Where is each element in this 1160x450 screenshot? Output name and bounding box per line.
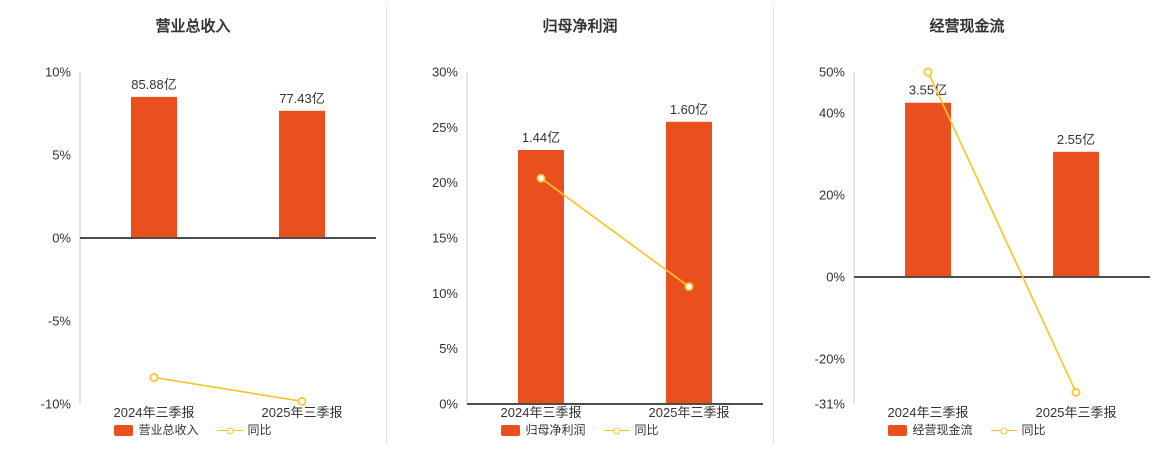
bar-value-label: 1.44亿 (522, 130, 560, 145)
yoy-line[interactable] (153, 376, 303, 403)
yoy-line[interactable] (927, 71, 1077, 393)
yoy-marker[interactable] (684, 282, 694, 292)
y-tick-label: 20% (432, 175, 458, 190)
y-tick-label: -5% (48, 314, 72, 329)
chart-panel-net-profit: 归母净利润 30% 25% 20% 15% 10% 5% 0% 1.44亿 1.60亿 2024年… (387, 0, 773, 450)
bar[interactable] (1053, 151, 1099, 277)
y-tick-label: 40% (819, 105, 845, 120)
bar-value-label: 2.55亿 (1057, 132, 1095, 147)
chart-legend-net-profit: 归母净利润 同比 (387, 422, 773, 450)
yoy-marker[interactable] (1071, 387, 1081, 397)
x-axis-label: 2024年三季报 (114, 405, 195, 420)
y-tick-label: 0% (439, 397, 458, 412)
legend-item-cash-flow-yoy[interactable]: 同比 (990, 423, 1046, 437)
y-tick-label: 25% (432, 120, 458, 135)
y-tick-label: 50% (819, 65, 845, 80)
legend-item-cash-flow-bar[interactable]: 经营现金流 (888, 423, 973, 437)
yoy-marker[interactable] (149, 372, 159, 382)
chart-canvas-cash-flow[interactable]: 50% 40% 20% 0% -20% -31% 3.55亿 2.55亿 2024年三季报 202… (774, 44, 1160, 422)
bar-swatch-icon (888, 425, 908, 436)
yoy-marker[interactable] (297, 396, 307, 406)
y-tick-label: 30% (432, 65, 458, 80)
yoy-marker[interactable] (923, 67, 933, 77)
chart-title-cash-flow: 经营现金流 (929, 17, 1005, 35)
panel-divider (386, 6, 387, 444)
chart-canvas-revenue[interactable]: 10% 5% 0% -5% -10% 85.88亿 77.43亿 2024年三季报 2025年三… (0, 44, 386, 422)
panel-divider (773, 6, 774, 444)
y-tick-label: 10% (432, 286, 458, 301)
y-tick-label: 5% (439, 341, 458, 356)
bar-value-label: 3.55亿 (909, 83, 947, 98)
bar[interactable] (905, 102, 951, 277)
chart-canvas-net-profit[interactable]: 30% 25% 20% 15% 10% 5% 0% 1.44亿 1.60亿 2024年三季报 202… (387, 44, 773, 422)
chart-title-net-profit: 归母净利润 (542, 17, 618, 35)
chart-title-revenue: 营业总收入 (155, 17, 231, 35)
bar[interactable] (279, 110, 325, 238)
yoy-line-icon (603, 426, 630, 436)
y-tick-label: -20% (815, 351, 846, 366)
yoy-line[interactable] (540, 177, 690, 288)
yoy-line-icon (990, 426, 1017, 436)
legend-item-revenue-yoy[interactable]: 同比 (216, 423, 272, 437)
bar[interactable] (518, 150, 564, 404)
chart-legend-revenue: 营业总收入 同比 (0, 422, 386, 450)
legend-bar-label: 归母净利润 (525, 423, 586, 437)
x-axis-label: 2025年三季报 (649, 405, 730, 420)
x-axis-label: 2025年三季报 (262, 405, 343, 420)
bar-swatch-icon (501, 425, 521, 436)
legend-item-net-profit-yoy[interactable]: 同比 (603, 423, 659, 437)
x-axis-label: 2024年三季报 (888, 405, 969, 420)
chart-legend-cash-flow: 经营现金流 同比 (774, 422, 1160, 450)
y-tick-label: -31% (815, 397, 846, 412)
y-tick-label: 15% (432, 231, 458, 246)
bar[interactable] (131, 96, 177, 239)
bar-value-label: 77.43亿 (279, 91, 325, 106)
bar-swatch-icon (114, 425, 134, 436)
x-axis-label: 2024年三季报 (501, 405, 582, 420)
chart-panel-revenue: 营业总收入 10% 5% 0% -5% -10% 85.88亿 77.43亿 2024年三季报… (0, 0, 386, 450)
legend-yoy-label: 同比 (247, 423, 272, 437)
bar-value-label: 1.60亿 (670, 102, 708, 117)
legend-bar-label: 经营现金流 (912, 423, 973, 437)
yoy-line-icon (216, 426, 243, 436)
x-axis-label: 2025年三季报 (1036, 405, 1117, 420)
legend-yoy-label: 同比 (1021, 423, 1046, 437)
legend-bar-label: 营业总收入 (138, 423, 199, 437)
legend-item-revenue-bar[interactable]: 营业总收入 (114, 423, 199, 437)
y-tick-label: 5% (52, 148, 71, 163)
y-tick-label: 10% (45, 65, 71, 80)
legend-yoy-label: 同比 (634, 423, 659, 437)
y-tick-label: 0% (52, 231, 71, 246)
yoy-marker[interactable] (536, 173, 546, 183)
y-tick-label: 0% (826, 269, 845, 284)
bar[interactable] (666, 121, 712, 405)
y-tick-label: 20% (819, 187, 845, 202)
bar-value-label: 85.88亿 (131, 77, 177, 92)
legend-item-net-profit-bar[interactable]: 归母净利润 (501, 423, 586, 437)
chart-panel-cash-flow: 经营现金流 50% 40% 20% 0% -20% -31% 3.55亿 2.55亿 2024年… (774, 0, 1160, 450)
y-tick-label: -10% (41, 397, 72, 412)
